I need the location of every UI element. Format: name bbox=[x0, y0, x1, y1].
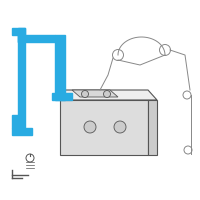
Polygon shape bbox=[12, 128, 32, 135]
Polygon shape bbox=[72, 90, 118, 97]
Polygon shape bbox=[60, 90, 157, 100]
Circle shape bbox=[84, 121, 96, 133]
Circle shape bbox=[114, 121, 126, 133]
Polygon shape bbox=[18, 35, 55, 42]
Circle shape bbox=[104, 90, 110, 98]
Polygon shape bbox=[60, 100, 148, 155]
Polygon shape bbox=[52, 93, 72, 100]
Polygon shape bbox=[55, 35, 65, 100]
Polygon shape bbox=[12, 28, 25, 35]
Polygon shape bbox=[18, 28, 25, 42]
Polygon shape bbox=[18, 35, 25, 130]
Circle shape bbox=[82, 90, 88, 98]
Polygon shape bbox=[148, 100, 157, 155]
Polygon shape bbox=[12, 115, 20, 128]
